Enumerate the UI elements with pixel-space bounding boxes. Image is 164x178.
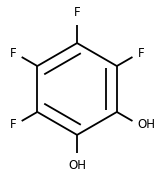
Text: OH: OH bbox=[68, 159, 86, 172]
Text: F: F bbox=[74, 6, 80, 19]
Text: F: F bbox=[10, 47, 16, 60]
Text: OH: OH bbox=[138, 118, 156, 131]
Text: F: F bbox=[10, 118, 16, 131]
Text: F: F bbox=[138, 47, 144, 60]
